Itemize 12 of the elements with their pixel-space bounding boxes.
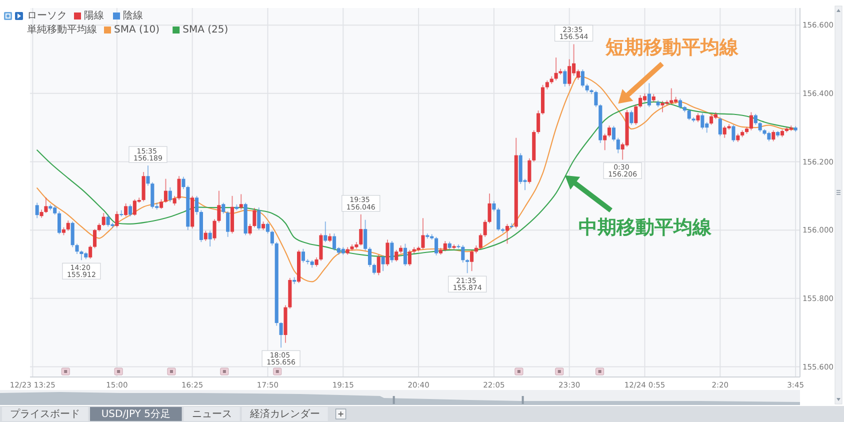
legend-label: 陰線: [123, 10, 143, 22]
text: ニュース: [192, 409, 232, 420]
annotation: 短期移動平均線: [604, 36, 740, 59]
annotation: ローソク: [27, 10, 67, 22]
legend-label: 陽線: [84, 10, 104, 22]
legend-label: SMA (25): [182, 24, 228, 36]
text: 経済カレンダー: [248, 408, 320, 420]
annotation: 中期移動平均線: [578, 216, 712, 238]
legend-label: SMA (10): [114, 24, 160, 36]
text: USD/JPY 5分足: [101, 408, 170, 420]
text: プライスボード: [10, 408, 80, 420]
annotation: 単純移動平均線: [27, 24, 97, 36]
